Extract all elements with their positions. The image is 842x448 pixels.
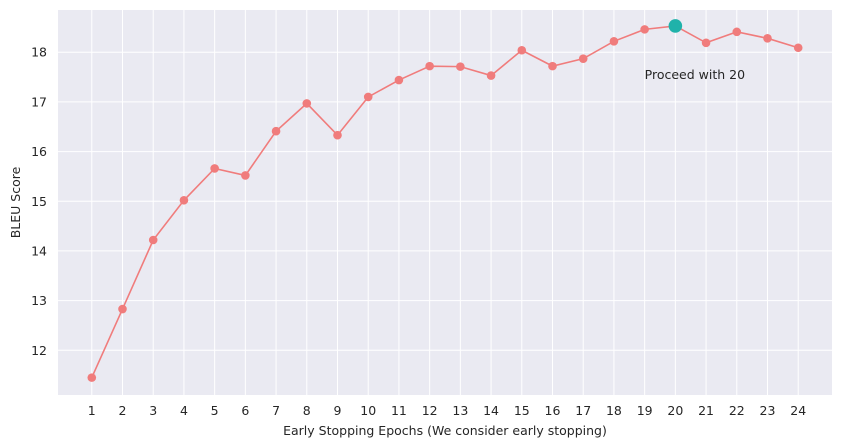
data-point [732, 27, 742, 37]
data-point [87, 373, 97, 382]
annotation-label: Proceed with 20 [645, 67, 745, 82]
x-tick-label: 24 [790, 403, 806, 418]
data-point [118, 304, 127, 314]
y-tick-label: 12 [31, 343, 47, 358]
data-point [793, 43, 803, 53]
data-point [394, 75, 404, 85]
data-point [609, 36, 619, 46]
y-tick-labels: 12 13 14 15 16 17 18 [31, 45, 47, 358]
data-point [701, 38, 711, 48]
y-axis-label: BLEU Score [8, 166, 23, 238]
x-tick-label: 7 [272, 403, 280, 418]
x-tick-label: 12 [422, 403, 438, 418]
x-tick-label: 5 [211, 403, 219, 418]
y-tick-label: 14 [31, 243, 47, 258]
data-point [333, 130, 342, 140]
y-tick-label: 18 [31, 45, 47, 60]
x-tick-label: 10 [360, 403, 376, 418]
x-tick-label: 13 [452, 403, 468, 418]
data-point [363, 92, 373, 102]
data-point [241, 171, 250, 180]
y-tick-label: 13 [31, 293, 47, 308]
x-tick-label: 4 [180, 403, 188, 418]
x-tick-label: 2 [119, 403, 127, 418]
data-point [763, 34, 772, 43]
x-axis-label: Early Stopping Epochs (We consider early… [283, 423, 607, 438]
x-tick-label: 9 [334, 403, 342, 418]
highlight-point [668, 19, 683, 33]
x-tick-label: 8 [303, 403, 311, 418]
data-point [271, 126, 281, 136]
y-tick-label: 15 [31, 194, 47, 209]
x-tick-label: 6 [241, 403, 249, 418]
data-point [179, 195, 189, 205]
x-tick-label: 21 [698, 403, 714, 418]
data-point [548, 61, 557, 71]
x-tick-label: 20 [667, 403, 683, 418]
x-tick-label: 3 [149, 403, 157, 418]
x-tick-label: 22 [729, 403, 745, 418]
x-tick-label: 11 [391, 403, 407, 418]
x-tick-label: 15 [514, 403, 530, 418]
x-tick-label: 18 [606, 403, 622, 418]
data-point [640, 25, 649, 34]
data-point [486, 71, 496, 80]
data-point [425, 61, 434, 71]
x-tick-labels: 1 2 3 4 5 6 7 8 9 10 11 12 13 14 15 16 17 18 19 20 21 22 23 24 [88, 403, 806, 418]
data-point [210, 164, 219, 173]
data-point [148, 235, 158, 245]
grid-lines [58, 10, 832, 395]
data-points [87, 21, 803, 382]
x-tick-label: 16 [545, 403, 561, 418]
x-tick-label: 19 [637, 403, 653, 418]
x-tick-label: 14 [483, 403, 499, 418]
x-tick-label: 23 [760, 403, 776, 418]
data-point [456, 62, 465, 71]
data-point [517, 45, 527, 55]
y-tick-label: 17 [31, 94, 47, 109]
y-tick-label: 16 [31, 144, 47, 159]
x-tick-label: 17 [575, 403, 591, 418]
x-tick-label: 1 [88, 403, 96, 418]
data-point [578, 54, 588, 63]
data-point [302, 99, 312, 108]
